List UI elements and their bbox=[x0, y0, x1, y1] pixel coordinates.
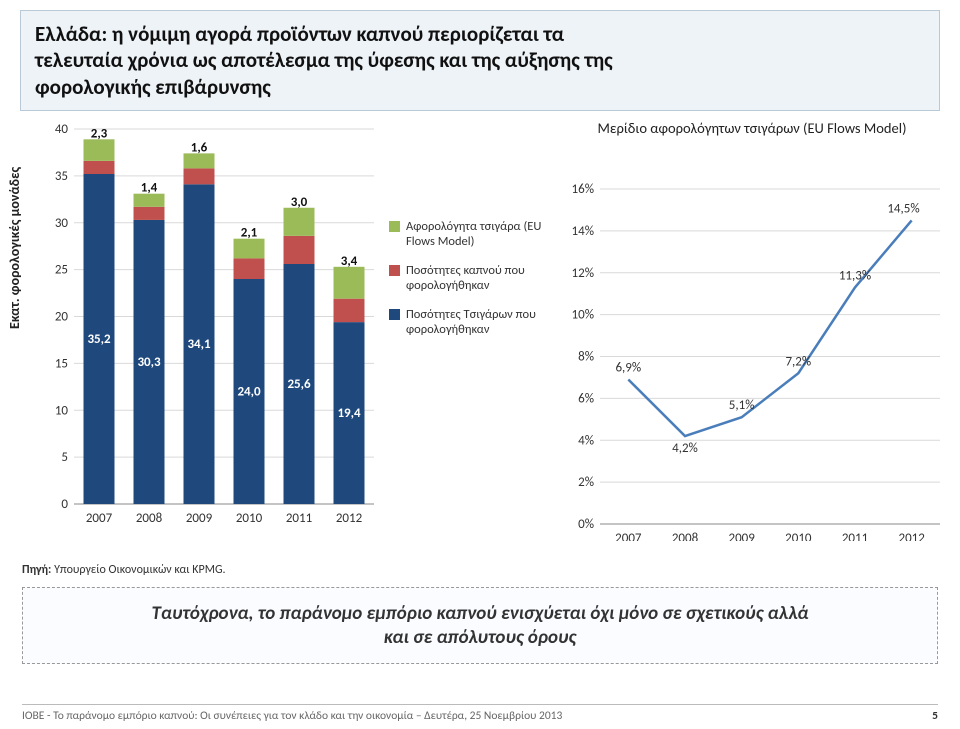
svg-text:2008: 2008 bbox=[672, 531, 699, 541]
svg-text:2012: 2012 bbox=[336, 511, 363, 526]
svg-text:2010: 2010 bbox=[785, 531, 812, 541]
svg-text:2009: 2009 bbox=[186, 511, 213, 526]
callout-line: Ταυτόχρονα, το παράνομο εμπόριο καπνού ε… bbox=[33, 602, 927, 626]
legend-swatch bbox=[389, 221, 400, 232]
svg-text:35,2: 35,2 bbox=[87, 332, 111, 347]
callout-box: Ταυτόχρονα, το παράνομο εμπόριο καπνού ε… bbox=[22, 587, 938, 665]
footer: ΙΟΒΕ - Το παράνομο εμπόριο καπνού: Οι συ… bbox=[22, 704, 938, 723]
svg-text:14,5%: 14,5% bbox=[887, 201, 919, 216]
svg-text:16%: 16% bbox=[572, 182, 594, 197]
legend-item: Ποσότητες Τσιγάρων που φορολογήθηκαν bbox=[389, 307, 544, 337]
legend-swatch bbox=[389, 265, 400, 276]
source-text: Υπουργείο Οικονομικών και KPMG. bbox=[54, 563, 225, 577]
source-line: Πηγή: Υπουργείο Οικονομικών και KPMG. bbox=[22, 563, 938, 577]
stacked-bar-chart: Εκατ. φορολογικές μονάδες 05101520253035… bbox=[20, 119, 540, 549]
svg-text:2007: 2007 bbox=[86, 511, 113, 526]
svg-text:12%: 12% bbox=[572, 266, 594, 281]
svg-text:6%: 6% bbox=[578, 391, 594, 406]
svg-text:25,6: 25,6 bbox=[287, 377, 311, 392]
svg-text:15: 15 bbox=[55, 356, 68, 371]
svg-text:6,9%: 6,9% bbox=[615, 360, 641, 375]
bar-chart-ylabel: Εκατ. φορολογικές μονάδες bbox=[6, 167, 23, 329]
line-chart: Μερίδιο αφορολόγητων τσιγάρων (EU Flows … bbox=[552, 119, 952, 549]
charts-row: Εκατ. φορολογικές μονάδες 0 5 10 15 20 25 30 35… bbox=[0, 119, 960, 549]
legend-label: Ποσότητες καπνού που φορολογήθηκαν bbox=[406, 263, 544, 293]
svg-text:25: 25 bbox=[55, 262, 68, 277]
svg-text:35: 35 bbox=[55, 169, 68, 184]
svg-text:11,3%: 11,3% bbox=[839, 268, 871, 283]
slide-title: Ελλάδα: η νόμιμη αγορά προϊόντων καπνού … bbox=[20, 10, 940, 111]
svg-text:10%: 10% bbox=[572, 307, 594, 322]
svg-text:40: 40 bbox=[55, 122, 69, 137]
svg-text:2,3: 2,3 bbox=[91, 126, 108, 141]
svg-text:5: 5 bbox=[61, 450, 68, 465]
svg-text:2009: 2009 bbox=[728, 531, 755, 541]
svg-text:4%: 4% bbox=[578, 433, 594, 448]
svg-text:34,1: 34,1 bbox=[187, 337, 211, 352]
line-chart-title: Μερίδιο αφορολόγητων τσιγάρων (EU Flows … bbox=[552, 119, 952, 137]
legend-item: Αφορολόγητα τσιγάρα (EU Flows Model) bbox=[389, 219, 544, 249]
svg-text:19,4: 19,4 bbox=[337, 406, 361, 421]
line-chart-svg: 0% 2% 4% 6% 8% 10% 12% 14% 16% 2007 2008 2009 2010 20… bbox=[552, 141, 952, 541]
legend-item: Ποσότητες καπνού που φορολογήθηκαν bbox=[389, 263, 544, 293]
svg-text:7,2%: 7,2% bbox=[785, 354, 811, 369]
legend-swatch bbox=[389, 309, 400, 320]
page-number: 5 bbox=[932, 709, 938, 723]
svg-text:2012: 2012 bbox=[898, 531, 925, 541]
callout-line: και σε απόλυτους όρους bbox=[33, 626, 927, 650]
svg-text:30,3: 30,3 bbox=[137, 355, 161, 370]
svg-text:20: 20 bbox=[55, 309, 69, 324]
svg-text:1,6: 1,6 bbox=[191, 140, 208, 155]
svg-text:2010: 2010 bbox=[236, 511, 263, 526]
svg-text:14%: 14% bbox=[572, 224, 594, 239]
bar-chart-legend: Αφορολόγητα τσιγάρα (EU Flows Model) Ποσό… bbox=[389, 219, 544, 351]
svg-text:10: 10 bbox=[55, 403, 69, 418]
source-prefix: Πηγή: bbox=[22, 563, 51, 577]
title-line: Ελλάδα: η νόμιμη αγορά προϊόντων καπνού … bbox=[35, 21, 925, 47]
svg-text:1,4: 1,4 bbox=[141, 180, 158, 195]
title-line: τελευταία χρόνια ως αποτέλεσμα της ύφεση… bbox=[35, 47, 925, 73]
legend-label: Ποσότητες Τσιγάρων που φορολογήθηκαν bbox=[406, 307, 544, 337]
svg-text:2007: 2007 bbox=[615, 531, 642, 541]
svg-text:30: 30 bbox=[55, 216, 69, 231]
svg-text:0%: 0% bbox=[578, 517, 594, 532]
svg-text:3,4: 3,4 bbox=[341, 254, 358, 269]
svg-text:2011: 2011 bbox=[286, 511, 312, 526]
svg-text:2,1: 2,1 bbox=[241, 225, 258, 240]
svg-text:3,0: 3,0 bbox=[291, 195, 308, 210]
svg-text:2008: 2008 bbox=[136, 511, 163, 526]
svg-text:5,1%: 5,1% bbox=[729, 398, 755, 413]
svg-text:4,2%: 4,2% bbox=[672, 441, 698, 456]
svg-text:2011: 2011 bbox=[842, 531, 868, 541]
svg-text:24,0: 24,0 bbox=[237, 384, 261, 399]
title-line: φορολογικής επιβάρυνσης bbox=[35, 74, 925, 100]
svg-text:2%: 2% bbox=[578, 475, 594, 490]
legend-label: Αφορολόγητα τσιγάρα (EU Flows Model) bbox=[406, 219, 544, 249]
svg-text:8%: 8% bbox=[578, 349, 594, 364]
svg-text:0: 0 bbox=[61, 497, 68, 512]
footer-text: ΙΟΒΕ - Το παράνομο εμπόριο καπνού: Οι συ… bbox=[22, 709, 562, 723]
